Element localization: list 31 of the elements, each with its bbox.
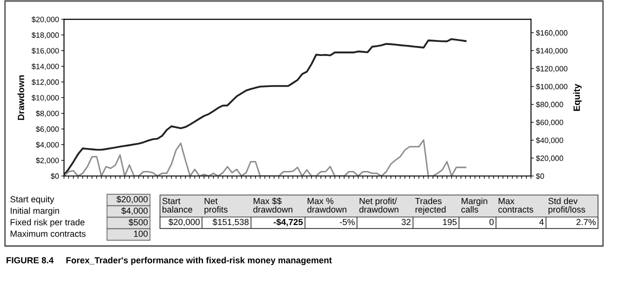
text: Fixed risk per trade [10, 218, 84, 228]
text: -$4,725 [274, 218, 303, 226]
y2-axis-title: Equity [573, 84, 582, 111]
text: 32 [402, 218, 411, 226]
text: 0 [489, 218, 494, 226]
text: Max contracts [498, 198, 534, 213]
text: Start balance [162, 198, 192, 213]
line-series [64, 139, 466, 176]
caption: FIGURE 8.4 Forex_Trader's performance with fixed-risk money management [6, 256, 332, 266]
text: Max $$ drawdown [253, 198, 292, 213]
text: Max % drawdown [307, 198, 346, 213]
text: Maximum contracts [10, 230, 86, 237]
text: Margin calls [461, 198, 488, 213]
text: -5% [340, 218, 355, 226]
y-axis-title: Drawdown [18, 75, 24, 120]
text: Net profit/ drawdown [359, 198, 398, 213]
text: 2.7% [576, 218, 596, 226]
text: 100 [134, 230, 148, 237]
text: $151,538 [212, 218, 249, 226]
text: Net profits [204, 198, 228, 214]
text: 4 [539, 218, 544, 226]
text: $20,000 [116, 196, 148, 204]
text: $4,000 [121, 207, 148, 215]
text: Trades rejected [415, 198, 446, 214]
text: 195 [443, 218, 457, 226]
text: $500 [128, 218, 148, 226]
text: $20,000 [168, 218, 200, 226]
text: Std dev profit/loss [548, 198, 586, 214]
text: Start equity [10, 196, 54, 204]
line-series [64, 38, 467, 176]
text: Initial margin [10, 207, 60, 216]
